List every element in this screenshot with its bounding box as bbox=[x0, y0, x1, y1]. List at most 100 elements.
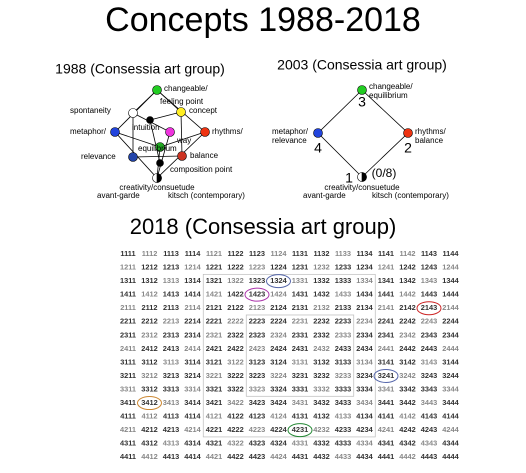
grid-cell: 1114 bbox=[185, 249, 202, 258]
grid-cell: 4211 bbox=[120, 425, 136, 434]
grid-cell: 4322 bbox=[227, 439, 243, 448]
grid-cell: 4442 bbox=[399, 452, 415, 461]
highlight bbox=[244, 287, 270, 302]
grid-cell: 3224 bbox=[270, 371, 287, 380]
grid-cell: 3433 bbox=[335, 398, 351, 407]
grid-cell: 4243 bbox=[421, 425, 437, 434]
grid-cell: 1423 bbox=[249, 290, 265, 299]
grid-cell: 4423 bbox=[249, 452, 265, 461]
grid-cell: 2422 bbox=[227, 344, 243, 353]
grid-cell: 3123 bbox=[249, 357, 265, 366]
grid-cell: 1443 bbox=[421, 290, 437, 299]
grid-cell: 3114 bbox=[184, 357, 201, 366]
label: balance bbox=[415, 136, 444, 145]
grid-cell: 3113 bbox=[163, 357, 179, 366]
grid-cell: 1414 bbox=[184, 290, 201, 299]
grid-cell: 3212 bbox=[141, 371, 157, 380]
grid-cell: 1132 bbox=[313, 249, 329, 258]
grid-cell: 4434 bbox=[356, 452, 373, 461]
grid-cell: 4323 bbox=[249, 439, 265, 448]
grid-2018: 1111 1112 1113 1114 1121 1122 1123 1124 1131 1132… bbox=[120, 249, 460, 461]
grid-cell: 4314 bbox=[184, 439, 201, 448]
grid-cell: 3324 bbox=[270, 384, 287, 393]
grid-cell: 4313 bbox=[163, 439, 179, 448]
grid-cell: 1441 bbox=[378, 290, 394, 299]
label: way bbox=[176, 136, 191, 145]
grid-cell: 1121 bbox=[206, 249, 222, 258]
grid-cell: 1133 bbox=[335, 249, 351, 258]
label: changeable/ bbox=[369, 82, 413, 91]
grid-cell: 2313 bbox=[163, 330, 179, 339]
grid-cell: 1333 bbox=[335, 276, 351, 285]
grid-cell: 2414 bbox=[184, 344, 201, 353]
grid-cell: 1332 bbox=[313, 276, 329, 285]
diagram-1988-nodes bbox=[110, 85, 210, 183]
number: 2 bbox=[404, 140, 412, 156]
grid-cell: 2144 bbox=[442, 303, 459, 312]
grid-cell: 4414 bbox=[184, 452, 201, 461]
grid-cell: 3242 bbox=[399, 371, 415, 380]
grid-cell: 2321 bbox=[206, 330, 222, 339]
grid-cell: 3412 bbox=[141, 398, 157, 407]
grid-cell: 4333 bbox=[335, 439, 351, 448]
number: 1 bbox=[345, 170, 353, 186]
highlight bbox=[416, 301, 442, 316]
grid-cell: 3311 bbox=[120, 384, 136, 393]
diagram-title: 2003 (Consessia art group) bbox=[277, 57, 447, 73]
grid-cell: 3241 bbox=[378, 371, 394, 380]
grid-cell: 1112 bbox=[142, 249, 158, 258]
grid-cell: 3424 bbox=[270, 398, 287, 407]
grid-cell: 4241 bbox=[378, 425, 394, 434]
grid-cell: 3121 bbox=[206, 357, 222, 366]
grid-cell: 2421 bbox=[206, 344, 222, 353]
grid-cell: 2332 bbox=[313, 330, 329, 339]
grid-cell: 3243 bbox=[421, 371, 437, 380]
grid-cell: 3434 bbox=[356, 398, 373, 407]
grid-cell: 3111 bbox=[120, 357, 136, 366]
grid-cell: 2141 bbox=[378, 303, 394, 312]
grid-cell: 3143 bbox=[421, 357, 437, 366]
grid-cell: 1411 bbox=[120, 290, 136, 299]
grid-cell: 2121 bbox=[206, 303, 222, 312]
grid-cell: 4214 bbox=[184, 425, 201, 434]
grid-cell: 2311 bbox=[120, 330, 136, 339]
grid-cell: 3233 bbox=[335, 371, 351, 380]
grid-cell: 2211 bbox=[120, 317, 136, 326]
grid-cell: 3323 bbox=[249, 384, 265, 393]
number: 3 bbox=[358, 94, 366, 110]
label: concept bbox=[189, 106, 218, 115]
label: creativity/consuetude bbox=[119, 183, 195, 192]
grid-cell: 3312 bbox=[141, 384, 157, 393]
grid-cell: 4412 bbox=[141, 452, 157, 461]
grid-cell: 1432 bbox=[313, 290, 329, 299]
grid-cell: 1243 bbox=[421, 263, 437, 272]
grid-cell: 2212 bbox=[141, 317, 157, 326]
grid-cell: 2241 bbox=[378, 317, 394, 326]
grid-cell: 3232 bbox=[313, 371, 329, 380]
diagram-title: 1988 (Consessia art group) bbox=[55, 61, 225, 77]
grid-cell: 1323 bbox=[249, 276, 265, 285]
grid-cell: 4421 bbox=[206, 452, 222, 461]
grid-cell: 4441 bbox=[378, 452, 394, 461]
grid-cell: 1212 bbox=[141, 263, 157, 272]
label: avant-garde bbox=[303, 191, 346, 200]
grid-cell: 3132 bbox=[313, 357, 329, 366]
grid-cell: 4144 bbox=[442, 412, 459, 421]
grid-cell: 2232 bbox=[313, 317, 329, 326]
grid-cell: 4324 bbox=[270, 439, 287, 448]
grid-cell: 1422 bbox=[227, 290, 243, 299]
grid-cell: 4332 bbox=[313, 439, 329, 448]
grid-cell: 1122 bbox=[227, 249, 243, 258]
grid-cell: 2111 bbox=[120, 303, 136, 312]
label: relevance bbox=[272, 136, 307, 145]
grid-cell: 2231 bbox=[292, 317, 308, 326]
grid-cell: 1444 bbox=[442, 290, 459, 299]
grid-cell: 1431 bbox=[292, 290, 308, 299]
grid-cell: 4121 bbox=[206, 412, 222, 421]
grid-cell: 2432 bbox=[313, 344, 329, 353]
grid-cell: 4224 bbox=[270, 425, 287, 434]
grid-cell: 3431 bbox=[292, 398, 308, 407]
grid-cell: 2441 bbox=[378, 344, 394, 353]
grid-cell: 3142 bbox=[399, 357, 415, 366]
label: kitsch (contemporary) bbox=[372, 191, 449, 200]
